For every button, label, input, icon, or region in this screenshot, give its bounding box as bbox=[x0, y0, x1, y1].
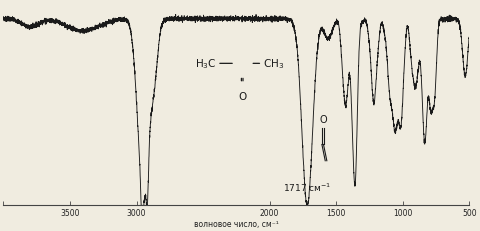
Text: H$_3$C: H$_3$C bbox=[195, 57, 216, 71]
Text: O: O bbox=[320, 115, 327, 125]
Text: O: O bbox=[239, 91, 247, 101]
Text: 1717 см$^{-1}$: 1717 см$^{-1}$ bbox=[283, 181, 332, 193]
X-axis label: волновое число, см⁻¹: волновое число, см⁻¹ bbox=[194, 219, 279, 228]
Text: CH$_3$: CH$_3$ bbox=[263, 57, 284, 71]
